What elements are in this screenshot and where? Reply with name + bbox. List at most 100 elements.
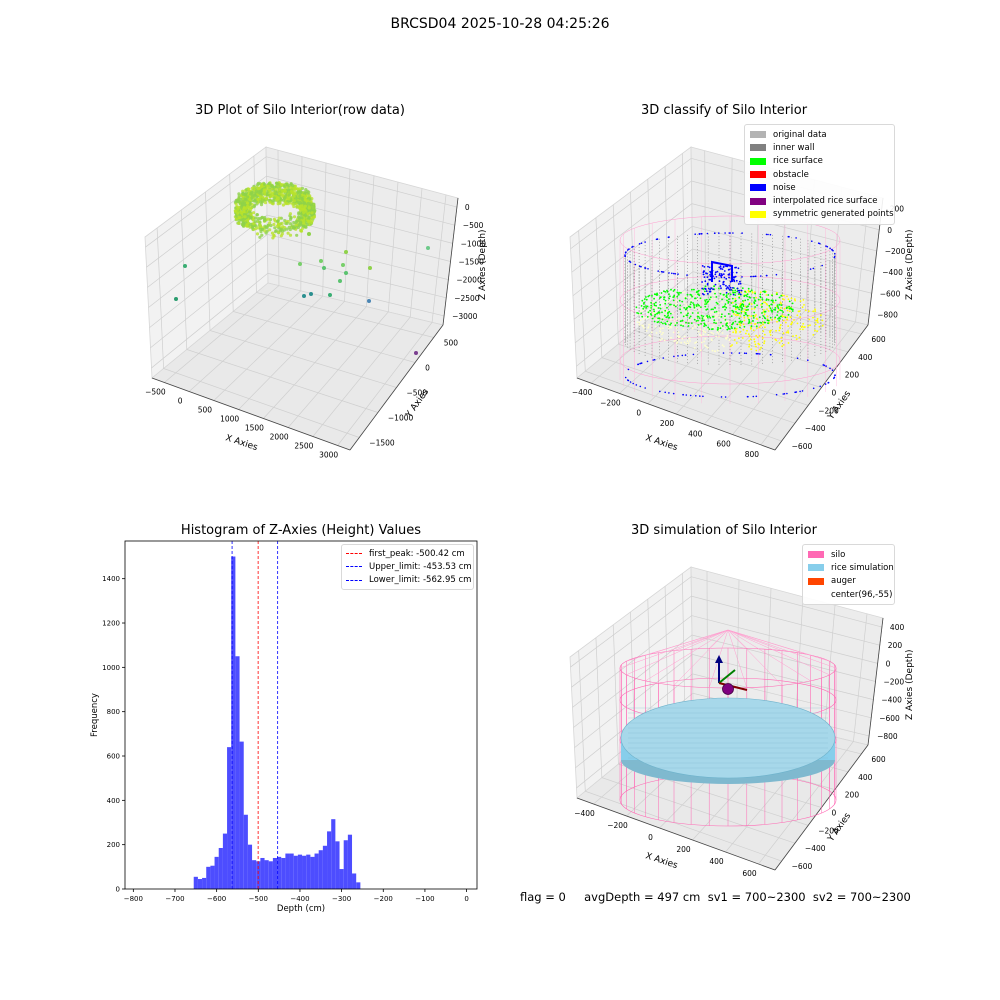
symmetric-point <box>687 308 690 310</box>
grid-line-y <box>578 230 782 442</box>
symmetric-point <box>662 310 665 313</box>
symmetric-point <box>703 316 706 319</box>
symmetric-point <box>689 296 691 299</box>
symmetric-point <box>718 329 721 331</box>
z-tick-label: −800 <box>877 310 898 319</box>
cloud-point <box>237 194 241 198</box>
rice-surface-point <box>645 298 648 301</box>
cloud-point <box>289 222 293 226</box>
rice-surface-point <box>637 312 640 315</box>
panel2-zlabel: Z Axies (Depth) <box>905 229 915 300</box>
symmetric-point <box>812 334 815 336</box>
symmetric-point <box>685 342 688 345</box>
noise-point <box>686 274 688 276</box>
histogram-bar <box>218 847 223 889</box>
cloud-point <box>297 212 301 216</box>
noise-point <box>709 270 711 273</box>
noise-point <box>796 357 799 360</box>
symmetric-point <box>775 329 777 332</box>
panel2-classified-points <box>619 215 841 404</box>
rice-surface-point <box>727 313 730 315</box>
legend-item: original data <box>750 128 889 141</box>
rice-surface-point <box>664 302 667 305</box>
cloud-point <box>312 204 316 209</box>
symmetric-point <box>801 306 804 309</box>
noise-point <box>787 235 790 238</box>
noise-point <box>759 353 761 355</box>
symmetric-point <box>760 346 762 349</box>
noise-point <box>819 385 821 388</box>
noise-point <box>821 264 823 267</box>
noise-point <box>801 390 804 392</box>
histogram-bar <box>222 833 228 889</box>
noise-point <box>811 240 813 242</box>
symmetric-point <box>770 329 772 332</box>
rice-surface-point <box>682 315 685 318</box>
symmetric-point <box>642 309 644 312</box>
cloud-point <box>302 221 306 225</box>
legend-item: silo <box>808 548 889 561</box>
noise-structure <box>711 260 733 282</box>
symmetric-point <box>659 327 661 330</box>
cloud-point <box>233 209 237 213</box>
z-tick-label: 400 <box>890 623 905 632</box>
symmetric-point <box>783 294 785 297</box>
noise-point <box>831 369 834 372</box>
rice-surface-point <box>687 322 690 324</box>
noise-point <box>632 382 634 385</box>
histogram-bar <box>206 866 211 889</box>
legend-item: rice simulation <box>808 561 894 574</box>
rice-surface-point <box>749 296 751 299</box>
grid-line-y <box>612 204 809 406</box>
symmetric-point <box>689 340 691 342</box>
rice-surface-point <box>772 301 774 303</box>
rice-surface-point <box>780 294 783 297</box>
histogram-bar <box>272 857 278 889</box>
symmetric-point <box>727 323 730 326</box>
z-tick-label: −200 <box>884 678 905 687</box>
symmetric-point <box>648 317 650 320</box>
symmetric-point <box>717 333 720 335</box>
noise-point <box>664 391 666 394</box>
rice-surface-point <box>643 305 645 308</box>
cloud-point <box>288 227 292 232</box>
symmetric-point <box>655 318 658 320</box>
cloud-point <box>300 216 304 220</box>
silo-wire-line <box>727 629 747 649</box>
cloud-point <box>246 195 250 199</box>
legend-item: first_peak: -500.42 cm <box>346 547 469 560</box>
rice-surface-point <box>635 306 638 309</box>
rice-surface-point <box>770 299 773 302</box>
symmetric-point <box>747 289 750 292</box>
rice-surface-point <box>726 322 728 324</box>
x-tick-label: 0 <box>178 397 183 406</box>
symmetric-point <box>688 337 691 340</box>
cloud-point <box>282 198 286 202</box>
noise-point <box>702 395 704 398</box>
symmetric-point <box>743 316 746 319</box>
histogram-bar <box>327 831 332 889</box>
rice-surface-point <box>745 309 748 311</box>
legend-label: inner wall <box>773 142 815 153</box>
cloud-point <box>288 233 293 237</box>
symmetric-point <box>711 339 713 342</box>
symmetric-point <box>721 332 724 334</box>
noise-point <box>644 387 646 389</box>
x-tick-label: 1000 <box>220 415 239 424</box>
noise-point <box>769 233 772 236</box>
noise-point <box>628 260 631 263</box>
rice-surface-point <box>670 288 672 291</box>
symmetric-point <box>677 335 679 337</box>
rice-surface-point <box>693 303 695 306</box>
symmetric-point <box>718 316 721 319</box>
symmetric-point <box>753 307 756 310</box>
symmetric-point <box>677 339 680 341</box>
symmetric-point <box>803 304 805 306</box>
rice-surface-point <box>646 305 649 308</box>
x-tick-label: 2000 <box>270 433 289 442</box>
symmetric-point <box>672 323 675 325</box>
z-tick-label: −400 <box>882 268 903 277</box>
symmetric-point <box>762 323 764 326</box>
symmetric-point <box>680 341 683 344</box>
z-tick-label: −3000 <box>452 312 478 321</box>
